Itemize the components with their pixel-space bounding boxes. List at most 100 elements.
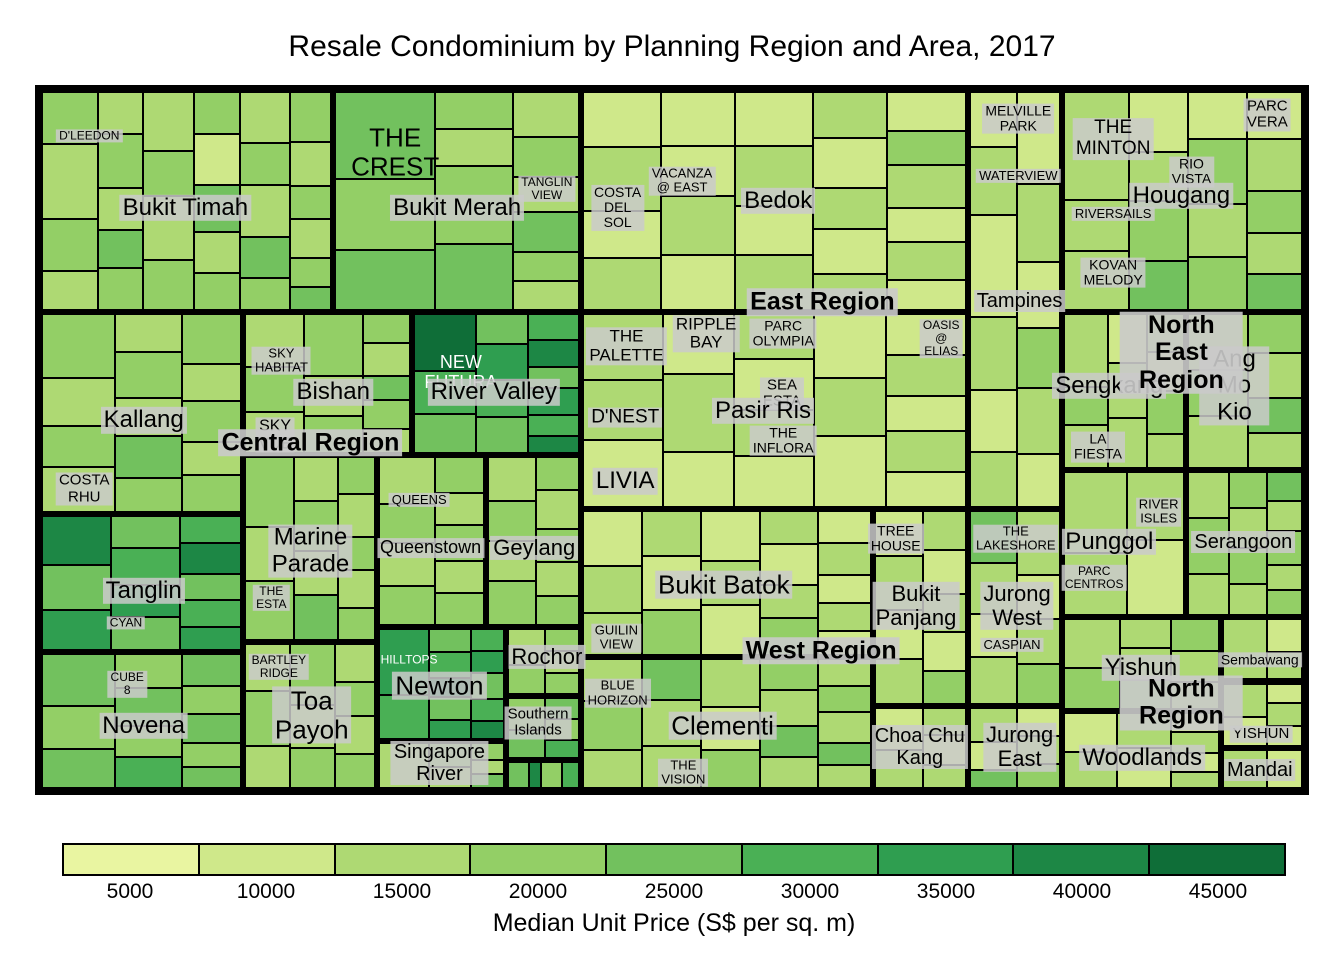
treemap-column — [239, 92, 291, 310]
project-parc-olympia: PARC OLYMPIA — [749, 318, 817, 349]
area-tanglin — [40, 513, 244, 652]
treemap-cell — [1246, 232, 1302, 275]
treemap-cell — [334, 92, 436, 179]
treemap-cell — [115, 435, 182, 478]
treemap-cell — [535, 490, 579, 529]
project-the-vision: THE VISION — [658, 758, 709, 787]
treemap-cell — [1017, 453, 1060, 508]
project-kovan-melody: KOVAN MELODY — [1080, 257, 1146, 289]
label-geylang: Geylang — [490, 535, 579, 560]
project-the-minton: THE MINTON — [1072, 117, 1154, 160]
treemap-cell — [379, 586, 435, 626]
project-the-lakeshore: THE LAKESHORE — [973, 524, 1059, 553]
treemap-cell — [181, 742, 242, 768]
project-melville-park: MELVILLE PARK — [982, 103, 1055, 135]
treemap-cell — [813, 187, 888, 229]
legend-tick-label: 45000 — [1188, 880, 1248, 903]
treemap-cell — [115, 351, 182, 398]
treemap-cell — [290, 286, 331, 310]
legend-tick-label: 5000 — [106, 880, 154, 903]
treemap-cell — [179, 600, 242, 628]
project-ripple-bay: RIPPLE BAY — [672, 314, 740, 353]
treemap-cell — [42, 564, 111, 610]
treemap-cell — [734, 455, 815, 508]
treemap-cell — [813, 137, 888, 188]
treemap-cell — [42, 653, 116, 706]
treemap-column — [42, 92, 98, 310]
project-vacanza-east: VACANZA @ EAST — [648, 166, 716, 196]
treemap-cell — [179, 627, 242, 650]
project-waterview: WATERVIEW — [976, 168, 1061, 184]
treemap-cell — [379, 694, 430, 739]
treemap-cell — [1120, 619, 1171, 649]
treemap-cell — [1146, 434, 1184, 468]
project-blue-horizon: BLUE HORIZON — [584, 679, 651, 708]
treemap-cell — [660, 195, 736, 256]
treemap-cell — [1187, 574, 1230, 616]
project-cyan: CYAN — [106, 615, 146, 630]
treemap-cell — [1266, 501, 1302, 532]
treemap-column — [818, 511, 872, 655]
region-label-west-region: West Region — [742, 636, 900, 665]
treemap-cell — [1187, 256, 1247, 310]
treemap-column — [562, 762, 579, 788]
treemap-cell — [1187, 471, 1230, 518]
treemap-column — [1266, 619, 1302, 680]
treemap-cell — [42, 271, 98, 310]
treemap-cell — [42, 748, 116, 788]
treemap-cell — [435, 244, 513, 310]
treemap-cell — [42, 515, 111, 565]
label-pasir-ris: Pasir Ris — [711, 397, 815, 424]
treemap-column — [813, 92, 888, 310]
legend-tick-label: 10000 — [236, 880, 296, 903]
treemap-cell — [435, 128, 513, 166]
treemap-cell — [562, 762, 579, 788]
project-tree-house: TREE HOUSE — [867, 523, 924, 555]
treemap-column — [814, 313, 886, 508]
legend-swatch — [1148, 845, 1285, 874]
legend-swatch — [740, 845, 877, 874]
project-oasis-elias: OASIS @ ELIAS — [919, 318, 963, 359]
treemap-column — [179, 515, 242, 650]
label-bukit-merah: Bukit Merah — [390, 194, 525, 221]
label-singapore-river: Singapore River — [390, 741, 489, 786]
treemap-cell — [181, 313, 242, 364]
project-d-leedon: D'LEEDON — [56, 128, 123, 143]
treemap-cell — [1170, 619, 1219, 651]
treemap-cell — [818, 575, 872, 604]
treemap-cell — [887, 130, 966, 165]
treemap-cell — [885, 471, 966, 508]
treemap-column — [818, 658, 872, 788]
treemap-cell — [885, 430, 966, 472]
treemap-column — [1187, 471, 1230, 616]
legend-swatch — [876, 845, 1013, 874]
treemap-column — [181, 653, 242, 788]
treemap-cell — [887, 207, 966, 242]
label-jurong-west: Jurong West — [980, 581, 1054, 631]
label-punggol: Punggol — [1062, 527, 1157, 555]
treemap-cell — [1017, 664, 1060, 705]
legend-caption: Median Unit Price (S$ per sq. m) — [492, 909, 856, 937]
legend-swatch — [605, 845, 741, 874]
treemap-cell — [885, 354, 966, 396]
treemap-cell — [429, 629, 471, 652]
treemap-column — [97, 92, 144, 310]
legend-swatch — [1012, 845, 1149, 874]
treemap-cell — [660, 255, 736, 310]
treemap-cell — [1246, 274, 1302, 310]
treemap-cell — [193, 133, 240, 186]
project-d-nest: D'NEST — [588, 406, 663, 429]
treemap-cell — [115, 757, 182, 788]
legend-swatch — [469, 845, 606, 874]
treemap-cell — [813, 228, 888, 274]
project-caspian: CASPIAN — [980, 637, 1044, 653]
treemap-cell — [290, 185, 331, 220]
treemap-cell — [1187, 92, 1247, 139]
treemap-cell — [1266, 683, 1302, 704]
treemap-cell — [969, 390, 1018, 452]
region-label-east-region: East Region — [747, 288, 898, 316]
project-hilltops: HILLTOPS — [380, 652, 438, 667]
treemap-column — [887, 92, 966, 310]
treemap-cell — [193, 92, 240, 134]
treemap-cell — [379, 504, 435, 544]
